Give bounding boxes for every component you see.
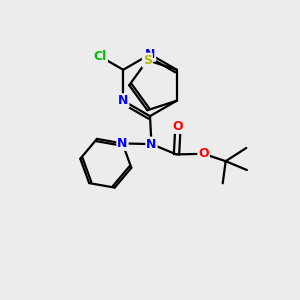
Text: N: N xyxy=(117,137,128,150)
Text: N: N xyxy=(146,138,157,151)
Text: O: O xyxy=(173,120,183,133)
Text: Cl: Cl xyxy=(94,50,107,63)
Text: N: N xyxy=(118,94,128,107)
Text: O: O xyxy=(198,147,209,160)
Text: N: N xyxy=(145,48,155,61)
Text: S: S xyxy=(143,54,152,67)
